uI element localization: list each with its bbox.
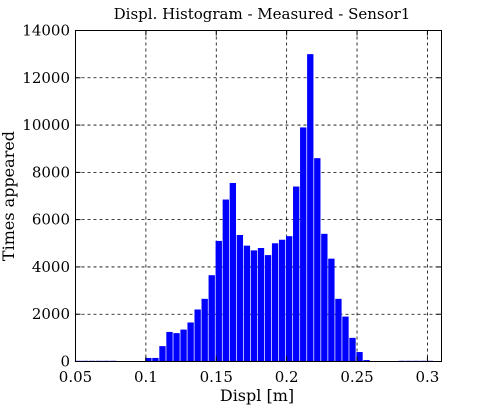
histogram-bar [307, 54, 314, 362]
y-tick-label: 12000 [22, 69, 70, 87]
x-tick-label: 0.3 [415, 368, 439, 386]
histogram-bar [250, 250, 258, 362]
histogram-bar [243, 245, 251, 362]
histogram-bar [187, 322, 194, 362]
histogram-bar [356, 352, 363, 362]
histogram-bar [285, 236, 293, 362]
chart-title: Displ. Histogram - Measured - Sensor1 [114, 5, 411, 23]
axis-ticks: 0.05 0.1 0.15 0.2 0.25 0.3 0 2000 4000 6000 8000 10… [22, 22, 442, 386]
y-tick-label: 2000 [32, 305, 70, 323]
x-tick-label: 0.25 [340, 368, 373, 386]
histogram-bar [215, 240, 222, 362]
bars [74, 54, 434, 362]
histogram-bar [208, 275, 215, 362]
histogram-bar [180, 329, 187, 362]
histogram-bar [229, 182, 237, 362]
x-tick-label: 0.2 [275, 368, 299, 386]
histogram-bar [321, 233, 328, 362]
histogram-bar [349, 337, 356, 362]
y-tick-label: 4000 [32, 258, 70, 276]
histogram-bar [222, 199, 229, 362]
histogram-bar [300, 127, 307, 362]
histogram-bar [145, 357, 152, 362]
x-tick-label: 0.1 [134, 368, 158, 386]
histogram-bar [293, 186, 300, 362]
x-axis-label: Displ [m] [220, 386, 294, 405]
histogram-bar [173, 333, 180, 362]
histogram-bar [328, 258, 335, 362]
x-tick-label: 0.15 [200, 368, 233, 386]
y-tick-label: 8000 [32, 163, 70, 181]
histogram-bar [342, 316, 349, 362]
histogram-bar [257, 248, 265, 362]
histogram-bar [363, 360, 370, 362]
histogram-bar [314, 158, 321, 362]
y-tick-label: 6000 [32, 211, 70, 229]
histogram-bar [236, 235, 244, 362]
histogram-bar [278, 239, 286, 362]
y-tick-label: 0 [60, 353, 70, 371]
histogram-bar [271, 243, 279, 362]
y-tick-label: 10000 [22, 116, 70, 134]
plot-frame [75, 30, 442, 362]
y-axis-label: Times appeared [0, 131, 18, 261]
histogram-bar [159, 346, 166, 362]
histogram-bar [166, 331, 173, 362]
histogram-bar [201, 298, 208, 362]
x-tick-label: 0.05 [59, 368, 92, 386]
histogram-bar [194, 309, 201, 362]
histogram-bar [152, 357, 159, 362]
y-tick-label: 14000 [22, 22, 70, 40]
histogram-bar [264, 255, 272, 362]
histogram-bar [335, 298, 342, 362]
